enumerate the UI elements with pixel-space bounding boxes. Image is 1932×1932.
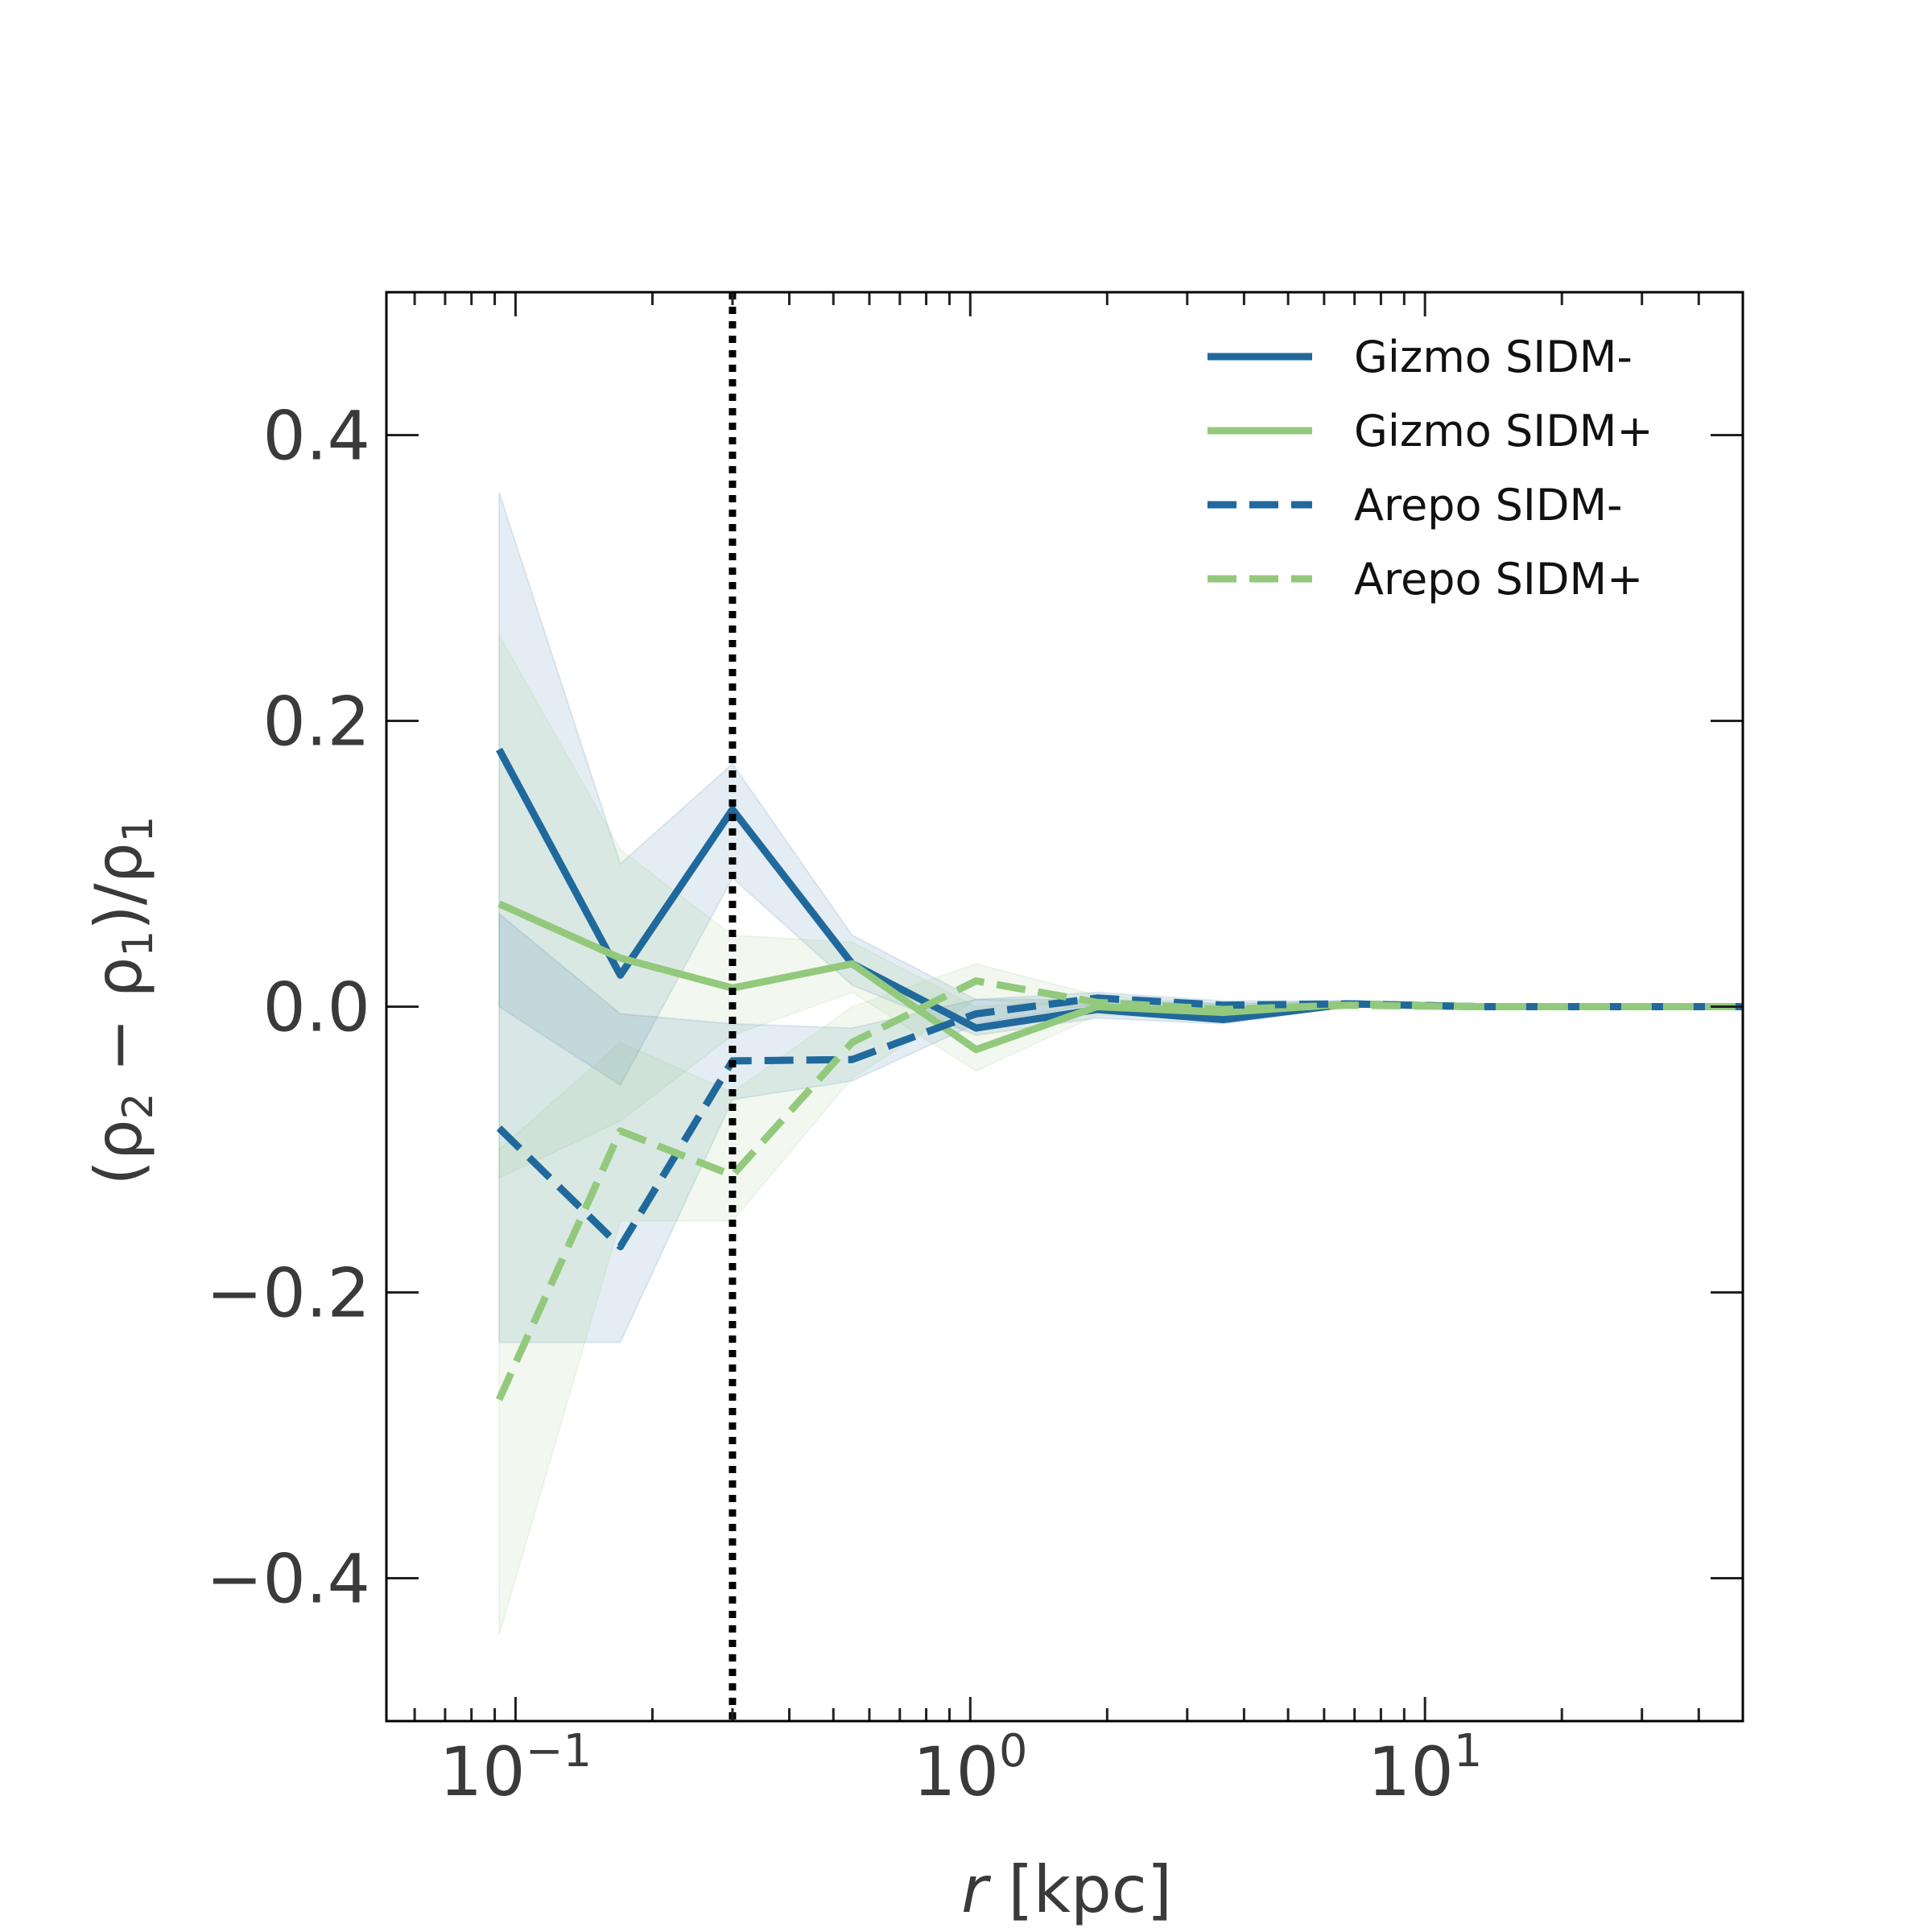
x-tick-label-base: 10 xyxy=(1368,1732,1454,1811)
y-tick-label: 0.2 xyxy=(262,683,370,762)
x-axis-label-var: r xyxy=(961,1852,992,1927)
plot-frame xyxy=(385,291,1744,1723)
x-axis-label-unit: [kpc] xyxy=(988,1852,1172,1927)
x-tick-label-exp: 1 xyxy=(1454,1725,1483,1777)
x-tick-label-exp: −1 xyxy=(526,1725,592,1777)
x-axis-label: r [kpc] xyxy=(961,1852,1172,1927)
y-tick-label: −0.2 xyxy=(206,1254,370,1333)
x-tick-label-exp: 0 xyxy=(999,1725,1028,1777)
y-tick-label: 0.4 xyxy=(262,397,370,476)
y-label-open: (ρ xyxy=(81,1119,156,1185)
y-label-minus: − ρ xyxy=(81,957,156,1093)
x-tick-label: 10−1 xyxy=(440,1725,592,1811)
legend-label-3: Arepo SIDM+ xyxy=(1354,554,1643,605)
x-tick-label: 100 xyxy=(913,1725,1028,1811)
legend: Gizmo SIDM- Gizmo SIDM+ Arepo SIDM- Arepo S… xyxy=(1208,332,1653,605)
legend-label-2: Arepo SIDM- xyxy=(1354,480,1623,530)
y-label-sub2: 2 xyxy=(114,1092,163,1119)
y-tick-label: 0.0 xyxy=(262,968,370,1047)
x-tick-label-base: 10 xyxy=(440,1732,526,1811)
y-label-sub1b: 1 xyxy=(114,816,163,843)
y-label-sub1: 1 xyxy=(114,931,163,957)
axis-ticks xyxy=(386,292,1744,1721)
y-axis-label: (ρ2 − ρ1)/ρ1 xyxy=(81,816,163,1186)
series-lines xyxy=(495,747,1743,1402)
y-label-close: )/ρ xyxy=(81,843,156,931)
confidence-bands xyxy=(498,492,1744,1636)
legend-label-1: Gizmo SIDM+ xyxy=(1354,406,1653,456)
y-tick-label: −0.4 xyxy=(206,1540,370,1619)
series-line-3 xyxy=(495,977,1743,1402)
x-tick-label: 101 xyxy=(1368,1725,1483,1811)
x-tick-label-base: 10 xyxy=(913,1732,999,1811)
x-tick-labels: 10−1 100 101 xyxy=(440,1725,1483,1811)
legend-label-0: Gizmo SIDM- xyxy=(1354,332,1633,382)
y-tick-labels: 0.4 0.2 0.0 −0.2 −0.4 xyxy=(206,397,370,1619)
